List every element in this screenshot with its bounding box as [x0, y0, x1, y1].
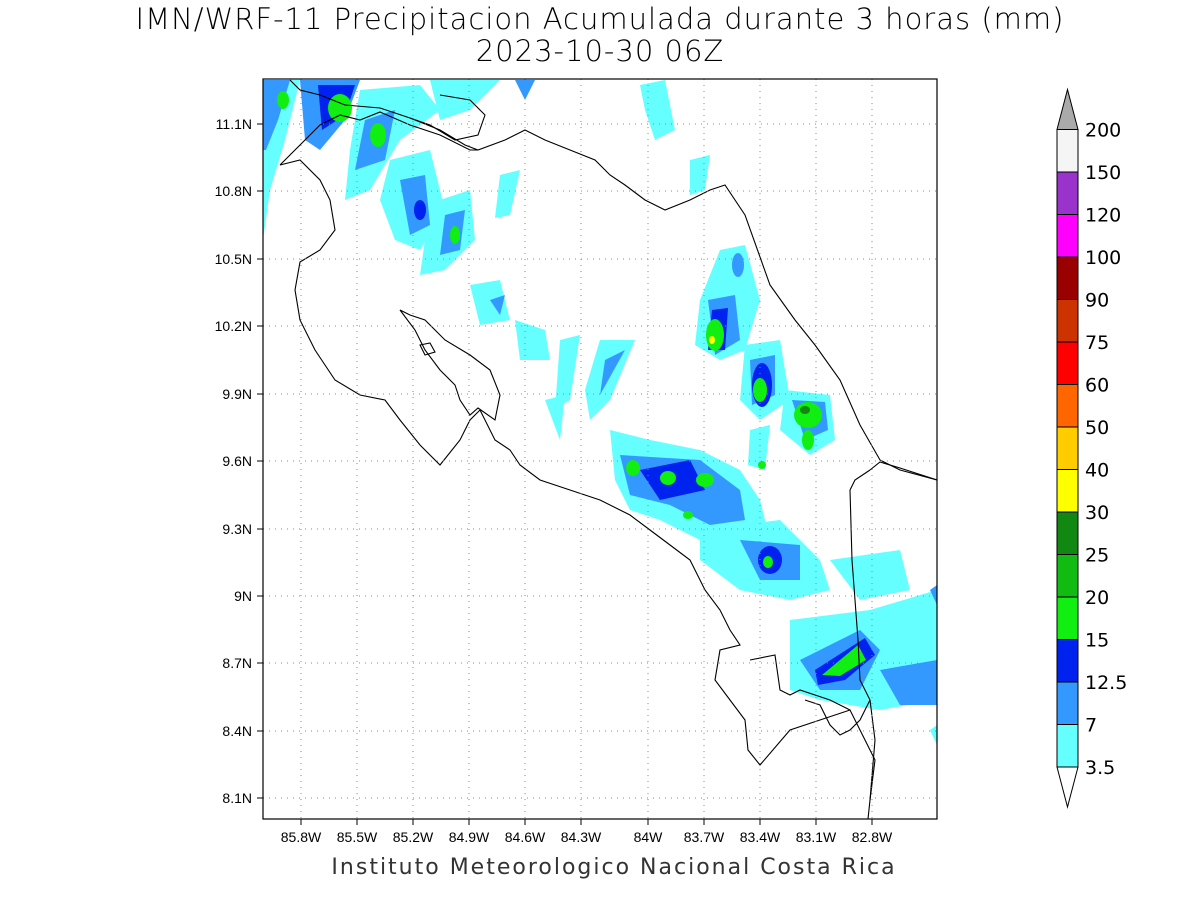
colorbar-label: 20 [1085, 587, 1109, 609]
colorbar-label: 60 [1085, 375, 1109, 397]
graticule [263, 79, 937, 819]
lon-label: 83.7W [684, 829, 725, 845]
colorbar-label: 100 [1085, 247, 1121, 269]
colorbar-swatch [1056, 469, 1079, 513]
map-valid-time: 2023-10-30 06Z [475, 34, 725, 68]
lon-label: 83.4W [740, 829, 781, 845]
colorbar-label: 50 [1085, 417, 1109, 439]
lon-label: 85.8W [281, 829, 322, 845]
lon-label: 84W [634, 829, 664, 845]
colorbar-label: 25 [1085, 545, 1109, 567]
colorbar-swatch [1056, 341, 1079, 385]
lat-label: 8.7N [222, 655, 252, 671]
colorbar-swatch [1056, 511, 1079, 555]
colorbar-label: 12.5 [1085, 672, 1127, 694]
colorbar-label: 120 [1085, 205, 1121, 227]
colorbar: 3.5 7 12.5 15 20 25 30 40 50 60 75 90 100 120 150 200 [1056, 87, 1127, 809]
lon-label: 84.6W [505, 829, 546, 845]
colorbar-label: 3.5 [1085, 757, 1115, 779]
colorbar-swatch [1056, 384, 1079, 428]
colorbar-swatch [1056, 724, 1079, 768]
colorbar-label: 7 [1085, 715, 1097, 737]
colorbar-label: 75 [1085, 332, 1109, 354]
colorbar-swatch [1056, 171, 1079, 215]
colorbar-arrow-low [1056, 766, 1079, 809]
colorbar-label: 90 [1085, 290, 1109, 312]
coastline [279, 79, 937, 819]
colorbar-swatch [1056, 554, 1079, 598]
lon-label: 84.9W [449, 829, 490, 845]
colorbar-label: 15 [1085, 630, 1109, 652]
lon-label: 85.2W [393, 829, 434, 845]
colorbar-swatch [1056, 129, 1079, 173]
colorbar-swatch [1056, 681, 1079, 725]
lat-label: 8.4N [222, 723, 252, 739]
colorbar-swatch [1056, 256, 1079, 300]
map-frame [262, 78, 938, 820]
lat-label: 8.1N [222, 790, 252, 806]
colorbar-label: 200 [1085, 120, 1121, 142]
precipitation-field [263, 80, 937, 745]
colorbar-label: 30 [1085, 502, 1109, 524]
longitude-labels: 85.8W 85.5W 85.2W 84.9W 84.6W 84.3W 84W … [281, 829, 893, 845]
lat-label: 9.3N [222, 521, 252, 537]
lat-label: 10.2N [215, 318, 252, 334]
footer-credit: Instituto Meteorologico Nacional Costa R… [331, 855, 897, 880]
colorbar-swatch [1056, 299, 1079, 343]
country-border [279, 111, 937, 801]
lon-label: 82.8W [852, 829, 893, 845]
colorbar-swatch [1056, 639, 1079, 683]
colorbar-arrow-high [1056, 87, 1079, 130]
axis-ticks [257, 123, 873, 825]
lat-label: 10.5N [215, 251, 252, 267]
lon-label: 84.3W [561, 829, 602, 845]
colorbar-swatch [1056, 214, 1079, 258]
lat-label: 11.1N [216, 116, 252, 132]
latitude-labels: 11.1N 10.8N 10.5N 10.2N 9.9N 9.6N 9.3N 9… [215, 116, 252, 806]
map-title: IMN/WRF-11 Precipitacion Acumulada duran… [135, 2, 1065, 36]
lat-label: 10.8N [215, 183, 252, 199]
lat-label: 9N [234, 588, 252, 604]
lon-label: 83.1W [796, 829, 837, 845]
lat-label: 9.6N [222, 453, 252, 469]
colorbar-label: 150 [1085, 162, 1121, 184]
lon-label: 85.5W [337, 829, 378, 845]
lat-label: 9.9N [222, 386, 252, 402]
colorbar-swatch [1056, 596, 1079, 640]
colorbar-label: 40 [1085, 460, 1109, 482]
colorbar-swatch [1056, 426, 1079, 470]
